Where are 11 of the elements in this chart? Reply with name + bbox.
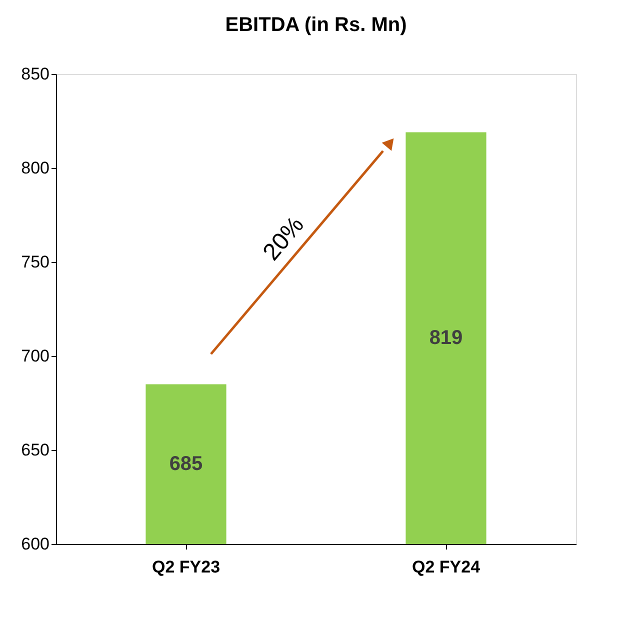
y-tick-label: 750 [21,252,50,272]
y-tick-label: 600 [21,534,50,554]
y-tick-label: 800 [21,158,50,178]
y-tick-label: 850 [21,64,50,84]
chart-title: EBITDA (in Rs. Mn) [225,14,407,36]
x-tick-label: Q2 FY23 [152,558,220,576]
data-label: 819 [429,327,463,350]
x-tick-label: Q2 FY24 [412,558,481,576]
y-tick-label: 700 [21,346,50,366]
data-label: 685 [169,453,203,476]
y-tick-label: 650 [21,440,50,460]
